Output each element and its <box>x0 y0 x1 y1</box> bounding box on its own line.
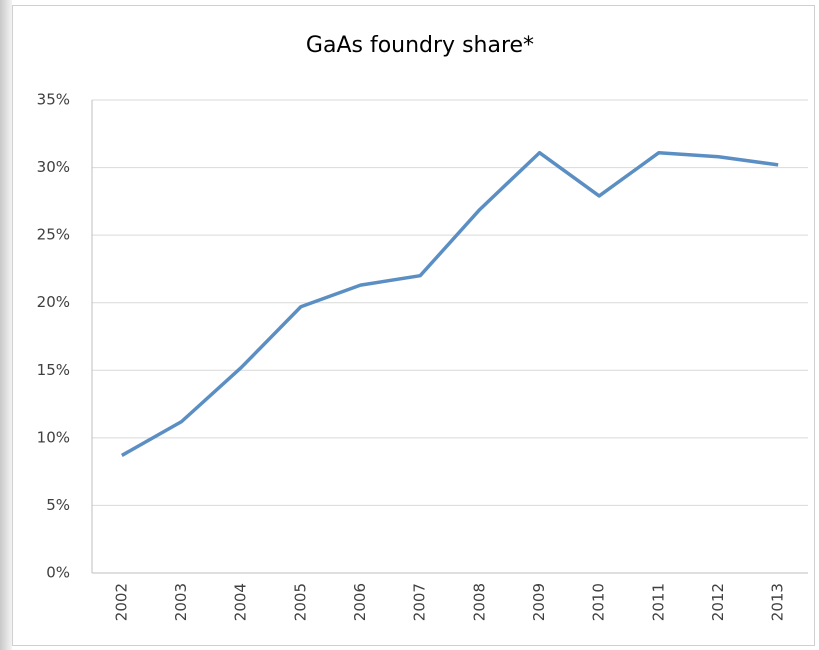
chart-frame <box>12 5 815 646</box>
frame-shadow <box>0 0 12 650</box>
x-tick-label: 2013 <box>769 583 787 621</box>
y-tick-label: 35% <box>37 91 70 109</box>
x-tick-label: 2006 <box>351 583 369 621</box>
chart-title: GaAs foundry share* <box>306 33 534 58</box>
y-tick-label: 15% <box>37 361 70 379</box>
x-tick-label: 2003 <box>172 583 190 621</box>
x-tick-label: 2007 <box>411 583 429 621</box>
y-tick-label: 30% <box>37 158 70 176</box>
y-tick-label: 20% <box>37 293 70 311</box>
x-tick-label: 2010 <box>590 583 608 621</box>
y-tick-label: 5% <box>46 496 70 514</box>
x-tick-label: 2009 <box>530 583 548 621</box>
x-tick-label: 2011 <box>649 583 667 621</box>
x-tick-label: 2008 <box>470 583 488 621</box>
x-tick-label: 2005 <box>291 583 309 621</box>
x-tick-label: 2012 <box>709 583 727 621</box>
x-tick-label: 2004 <box>232 583 250 621</box>
y-tick-label: 25% <box>37 226 70 244</box>
x-tick-label: 2002 <box>112 583 130 621</box>
y-tick-label: 10% <box>37 428 70 446</box>
y-tick-label: 0% <box>46 564 70 582</box>
data-line <box>120 150 779 457</box>
